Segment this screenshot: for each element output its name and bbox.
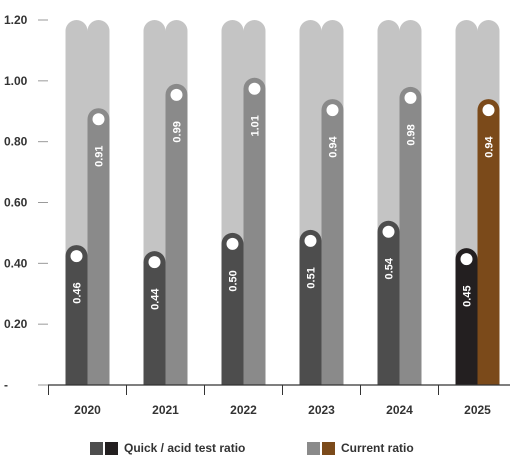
- x-tick-label: 2021: [152, 403, 179, 417]
- y-tick-label: 0.80: [4, 135, 28, 149]
- ratio-bar-chart: 0.46 0.91 0.44 0.99 0.50 1.01 0.51 0.94 0.54 0.98…: [4, 13, 510, 417]
- bar-dot: [170, 88, 183, 101]
- bar-dot: [226, 237, 239, 250]
- value-label-quick: 0.46: [72, 282, 84, 303]
- value-label-quick: 0.54: [384, 257, 396, 279]
- bar-quick: [377, 220, 400, 385]
- bar-current: [321, 99, 344, 385]
- y-tick-label: 0.60: [4, 196, 28, 210]
- value-label-quick: 0.51: [306, 267, 318, 288]
- legend-item-quick: Quick / acid test ratio: [90, 441, 245, 455]
- x-tick-label: 2023: [308, 403, 335, 417]
- bar-current: [477, 99, 500, 385]
- value-label-current: 0.98: [406, 124, 418, 145]
- bar-dot: [382, 225, 395, 238]
- y-tick-label: 1.20: [4, 13, 28, 27]
- legend-swatch-current-a: [307, 441, 320, 455]
- legend-item-current: Current ratio: [307, 441, 414, 455]
- x-tick-label: 2022: [230, 403, 257, 417]
- value-label-current: 0.99: [172, 121, 184, 142]
- background-tracks: [65, 20, 500, 386]
- y-tick-label: 0.20: [4, 317, 28, 331]
- y-axis-ticks: - 0.20 0.40 0.60 0.80 1.00 1.20: [4, 13, 48, 392]
- value-label-quick: 0.50: [228, 270, 240, 291]
- y-tick-label: 0.40: [4, 256, 28, 270]
- x-tick-label: 2020: [74, 403, 101, 417]
- bar-quick: [299, 229, 322, 385]
- bar-quick: [143, 251, 166, 385]
- value-label-quick: 0.44: [150, 288, 162, 310]
- value-label-quick: 0.45: [462, 285, 474, 306]
- bar-current: [165, 83, 188, 385]
- bar-quick: [455, 248, 478, 385]
- value-label-current: 0.91: [94, 145, 106, 166]
- bar-dot: [404, 91, 417, 104]
- y-tick-label: 1.00: [4, 74, 28, 88]
- value-label-current: 0.94: [484, 136, 496, 158]
- bar-dot: [248, 82, 261, 95]
- bar-quick: [221, 232, 244, 385]
- bar-dot: [92, 113, 105, 126]
- legend-label-current: Current ratio: [341, 441, 414, 455]
- value-label-current: 0.94: [328, 136, 340, 158]
- chart-legend: Quick / acid test ratio Current ratio: [0, 441, 516, 461]
- x-tick-label: 2024: [386, 403, 413, 417]
- bar-quick: [65, 245, 88, 385]
- bar-current: [87, 108, 110, 385]
- legend-swatch-current-b: [322, 441, 335, 455]
- bar-dot: [70, 250, 83, 263]
- x-tick-label: 2025: [464, 403, 491, 417]
- data-bars: 0.46 0.91 0.44 0.99 0.50 1.01 0.51 0.94 0.54 0.98…: [65, 77, 500, 386]
- bar-current: [243, 77, 266, 385]
- legend-swatch-quick-a: [90, 441, 103, 455]
- bar-dot: [460, 253, 473, 266]
- legend-label-quick: Quick / acid test ratio: [124, 441, 246, 455]
- bar-dot: [326, 104, 339, 117]
- bar-dot: [304, 234, 317, 247]
- bar-dot: [148, 256, 161, 269]
- value-label-current: 1.01: [250, 115, 262, 136]
- y-tick-label: -: [4, 378, 8, 392]
- bar-current: [399, 86, 422, 386]
- legend-swatch-quick-b: [105, 441, 118, 455]
- x-axis: 2020 2021 2022 2023 2024 2025: [48, 384, 510, 417]
- bar-dot: [482, 104, 495, 117]
